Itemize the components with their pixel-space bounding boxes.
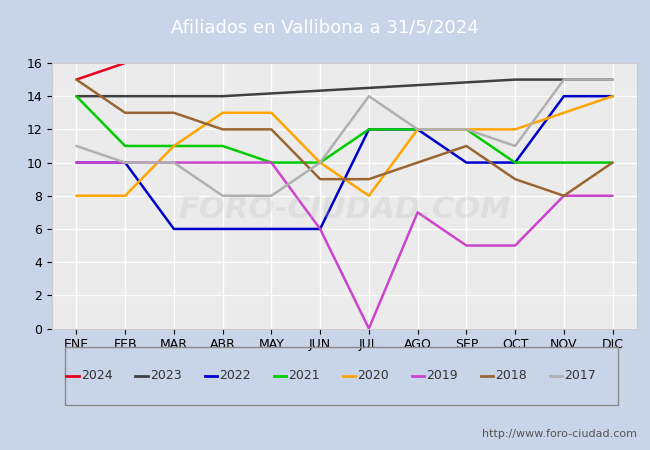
Text: 2022: 2022 <box>219 369 251 382</box>
Text: 2019: 2019 <box>426 369 458 382</box>
Text: http://www.foro-ciudad.com: http://www.foro-ciudad.com <box>482 429 637 439</box>
Text: 2020: 2020 <box>357 369 389 382</box>
Text: 2018: 2018 <box>495 369 527 382</box>
Text: 2024: 2024 <box>81 369 112 382</box>
Text: 2017: 2017 <box>564 369 596 382</box>
Text: Afiliados en Vallibona a 31/5/2024: Afiliados en Vallibona a 31/5/2024 <box>171 18 479 36</box>
Text: 2023: 2023 <box>150 369 181 382</box>
Text: 2021: 2021 <box>288 369 320 382</box>
Text: FORO-CIUDAD.COM: FORO-CIUDAD.COM <box>178 194 511 224</box>
